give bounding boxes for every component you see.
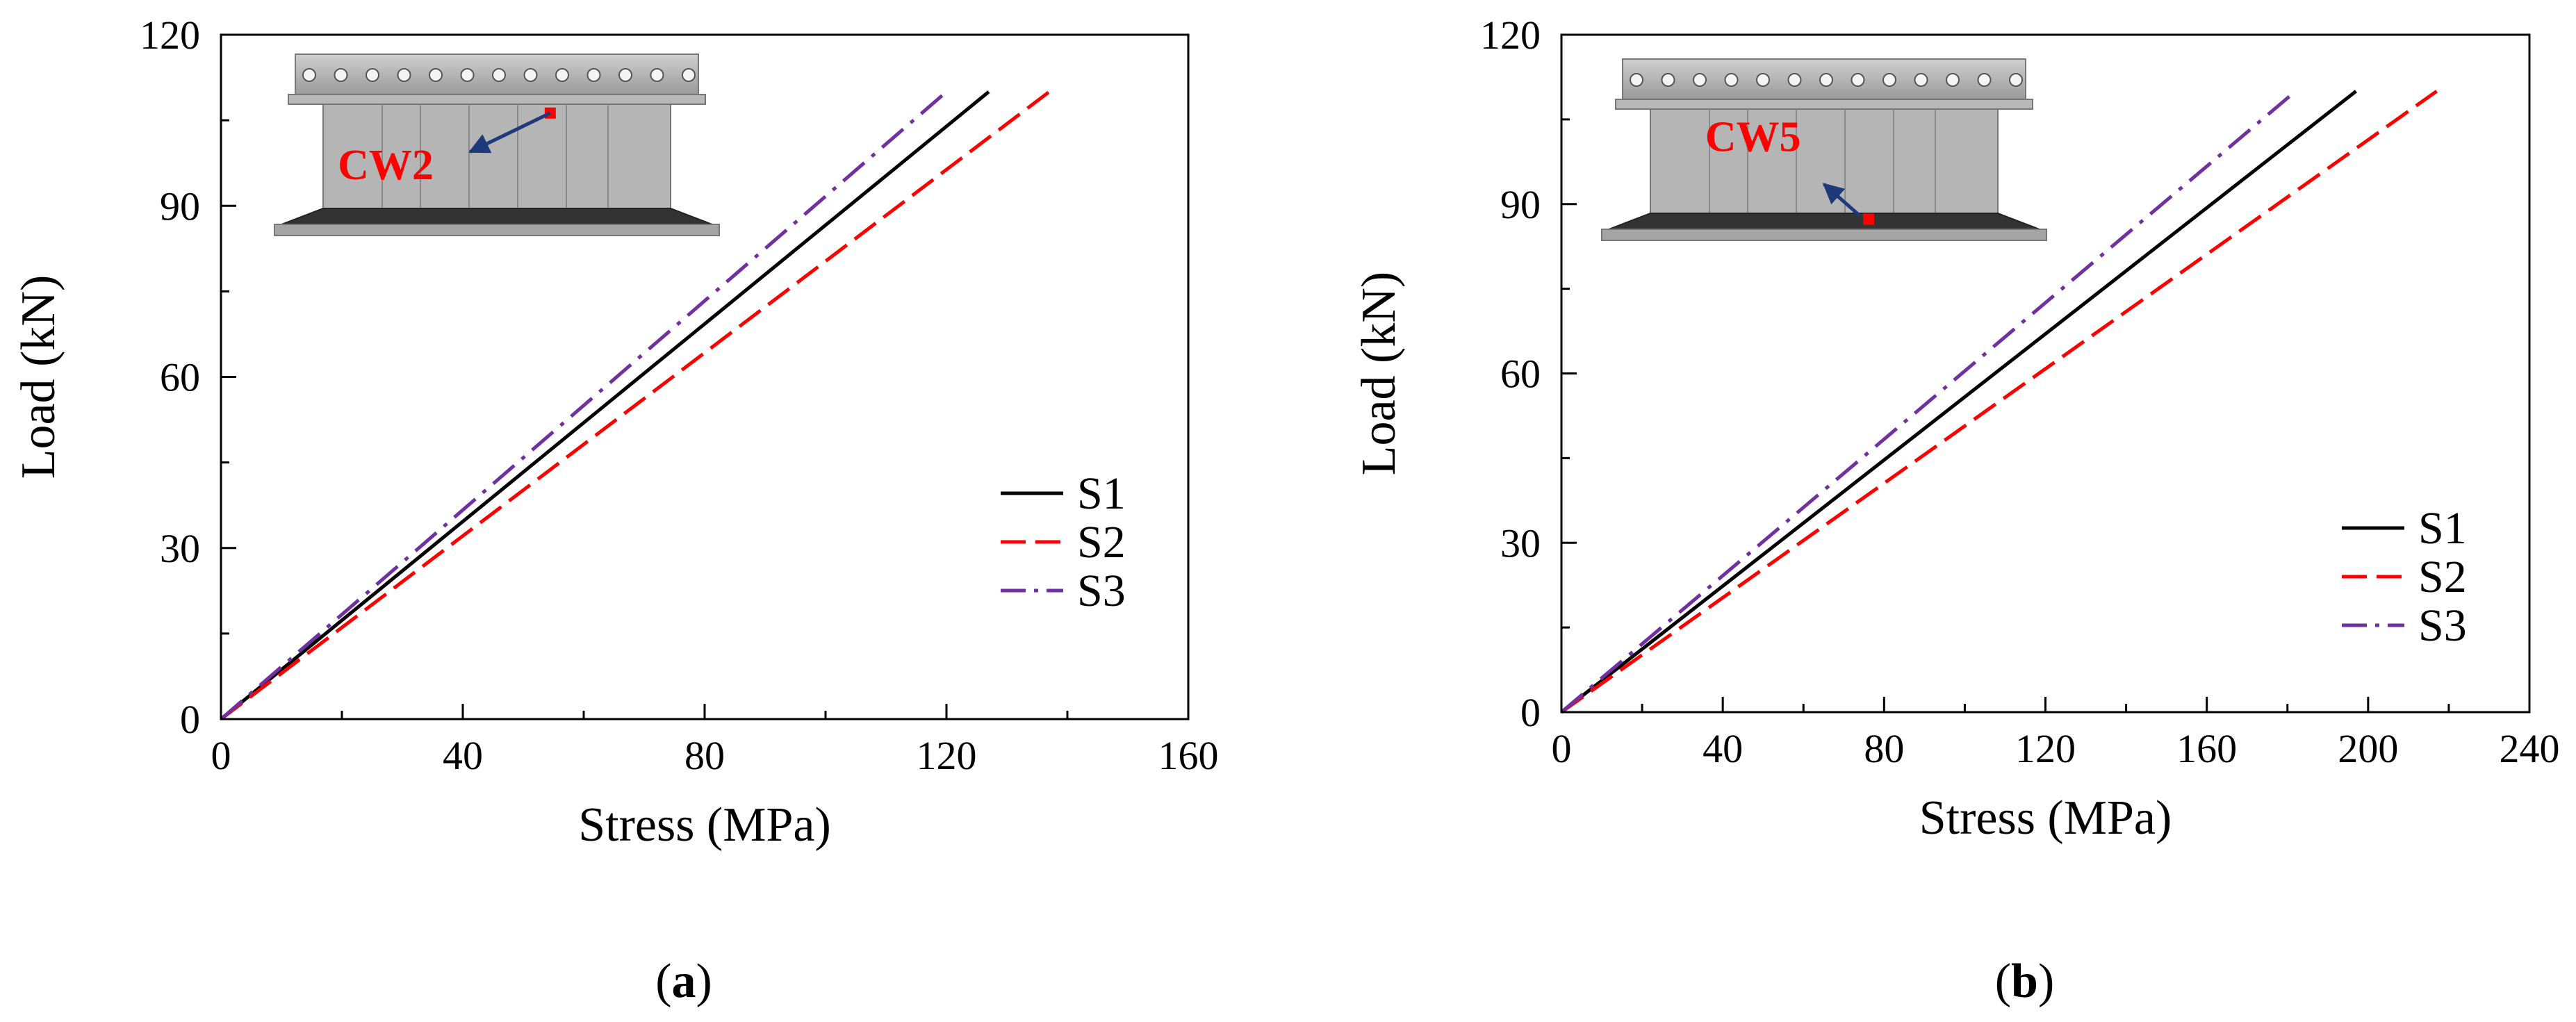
specimen-bottom-plate xyxy=(281,208,713,225)
x-tick-label: 0 xyxy=(1552,726,1572,771)
x-tick-label: 120 xyxy=(917,733,977,778)
bolt-hole-icon xyxy=(2009,73,2023,87)
bolt-hole-icon xyxy=(1851,73,1865,87)
bolt-hole-icon xyxy=(1630,73,1643,87)
bolt-hole-icon xyxy=(618,68,632,82)
strain-gauge-marker xyxy=(1863,213,1874,225)
series-line-s2 xyxy=(220,90,1051,720)
y-axis-label: Load (kN) xyxy=(12,275,65,479)
axis-ticks-b xyxy=(1560,33,2531,714)
x-tick-label: 240 xyxy=(2500,726,2560,771)
y-tick-label: 30 xyxy=(160,526,200,571)
y-tick-label: 120 xyxy=(1480,13,1541,58)
specimen-top-plate xyxy=(288,94,706,105)
specimen-base-plate xyxy=(1601,229,2047,241)
specimen-top-plate xyxy=(1615,99,2033,110)
panel-label-a: (a) xyxy=(655,955,712,1008)
bolt-hole-icon xyxy=(555,68,569,82)
legend-label: S2 xyxy=(1077,517,1126,568)
bolt-hole-icon xyxy=(650,68,664,82)
bolt-hole-icon xyxy=(397,68,411,82)
pointer-arrow-icon xyxy=(468,111,551,154)
chart-panel-a: CW2 0 40 80 120 160 0 30 60 90 120 Stress (MPa) L… xyxy=(12,13,1219,1008)
bolt-hole-icon xyxy=(682,68,696,82)
bolt-hole-icon xyxy=(1724,73,1739,87)
series-line-s1 xyxy=(220,90,990,720)
y-tick-label: 120 xyxy=(140,13,200,58)
bolt-hole-icon xyxy=(586,68,601,82)
panel-letter-b: b xyxy=(2011,955,2038,1008)
series-line-s3 xyxy=(220,90,948,720)
x-tick-label: 80 xyxy=(684,733,725,778)
tick-labels-b: 0 40 80 120 160 200 240 0 30 60 90 120 xyxy=(1480,13,2560,771)
specimen-web xyxy=(1650,108,1999,214)
y-axis-label: Load (kN) xyxy=(1352,272,1406,476)
legend-label: S1 xyxy=(1077,468,1126,519)
y-tick-label: 0 xyxy=(180,697,200,742)
legend-label: S1 xyxy=(2418,503,2467,554)
bolt-hole-icon xyxy=(334,68,348,82)
bolt-hole-icon xyxy=(1819,73,1833,87)
y-tick-label: 30 xyxy=(1500,520,1541,566)
gauge-label: CW5 xyxy=(1705,114,1801,161)
series-line-s3 xyxy=(1560,90,2297,714)
series-line-s1 xyxy=(1560,90,2357,714)
series-layer-a xyxy=(220,90,1051,720)
bolt-hole-icon xyxy=(1661,73,1675,87)
specimen-web xyxy=(322,104,671,209)
axis-ticks-a xyxy=(220,33,1190,720)
series-layer-b xyxy=(1560,90,2438,714)
specimen-inset-a: CW2 xyxy=(274,53,720,236)
x-tick-label: 120 xyxy=(2015,726,2076,771)
legend-label: S2 xyxy=(2418,552,2467,602)
x-tick-label: 160 xyxy=(2176,726,2237,771)
gauge-label: CW2 xyxy=(338,142,434,189)
legend-label: S3 xyxy=(2418,600,2467,651)
x-tick-label: 40 xyxy=(443,733,483,778)
panel-letter-a: a xyxy=(672,955,696,1008)
y-tick-label: 90 xyxy=(1500,182,1541,227)
x-axis-label: Stress (MPa) xyxy=(1919,791,2172,845)
tick-labels-a: 0 40 80 120 160 0 30 60 90 120 xyxy=(140,13,1219,778)
y-tick-label: 60 xyxy=(160,355,200,400)
bolt-hole-icon xyxy=(1914,73,1928,87)
bolt-hole-icon xyxy=(1693,73,1707,87)
x-tick-label: 80 xyxy=(1864,726,1904,771)
bolt-hole-icon xyxy=(1787,73,1802,87)
y-tick-label: 60 xyxy=(1500,352,1541,397)
x-tick-label: 160 xyxy=(1158,733,1219,778)
panel-label-b: (b) xyxy=(1995,955,2055,1008)
bolt-hole-icon xyxy=(460,68,475,82)
specimen-base-plate xyxy=(274,224,720,236)
chart-panel-b: CW5 0 40 80 120 160 200 240 0 30 60 90 120 Stress (… xyxy=(1352,13,2560,1008)
x-axis-label: Stress (MPa) xyxy=(578,798,831,852)
y-tick-label: 90 xyxy=(160,183,200,229)
bolt-hole-icon xyxy=(1882,73,1896,87)
bolt-hole-icon xyxy=(492,68,506,82)
x-tick-label: 0 xyxy=(211,733,231,778)
y-tick-label: 0 xyxy=(1520,690,1541,735)
bolt-hole-icon xyxy=(1977,73,1992,87)
bolt-hole-icon xyxy=(429,68,443,82)
bolt-hole-icon xyxy=(523,68,538,82)
specimen-inset-b: CW5 xyxy=(1601,58,2047,241)
bolt-hole-icon xyxy=(1756,73,1770,87)
bolt-hole-icon xyxy=(1946,73,1960,87)
legend-label: S3 xyxy=(1077,566,1126,616)
bolt-hole-icon xyxy=(366,68,379,82)
specimen-bottom-plate xyxy=(1608,213,2040,230)
pointer-arrow-icon xyxy=(1822,183,1861,217)
bolt-hole-icon xyxy=(302,68,316,82)
x-tick-label: 40 xyxy=(1703,726,1743,771)
x-tick-label: 200 xyxy=(2338,726,2398,771)
